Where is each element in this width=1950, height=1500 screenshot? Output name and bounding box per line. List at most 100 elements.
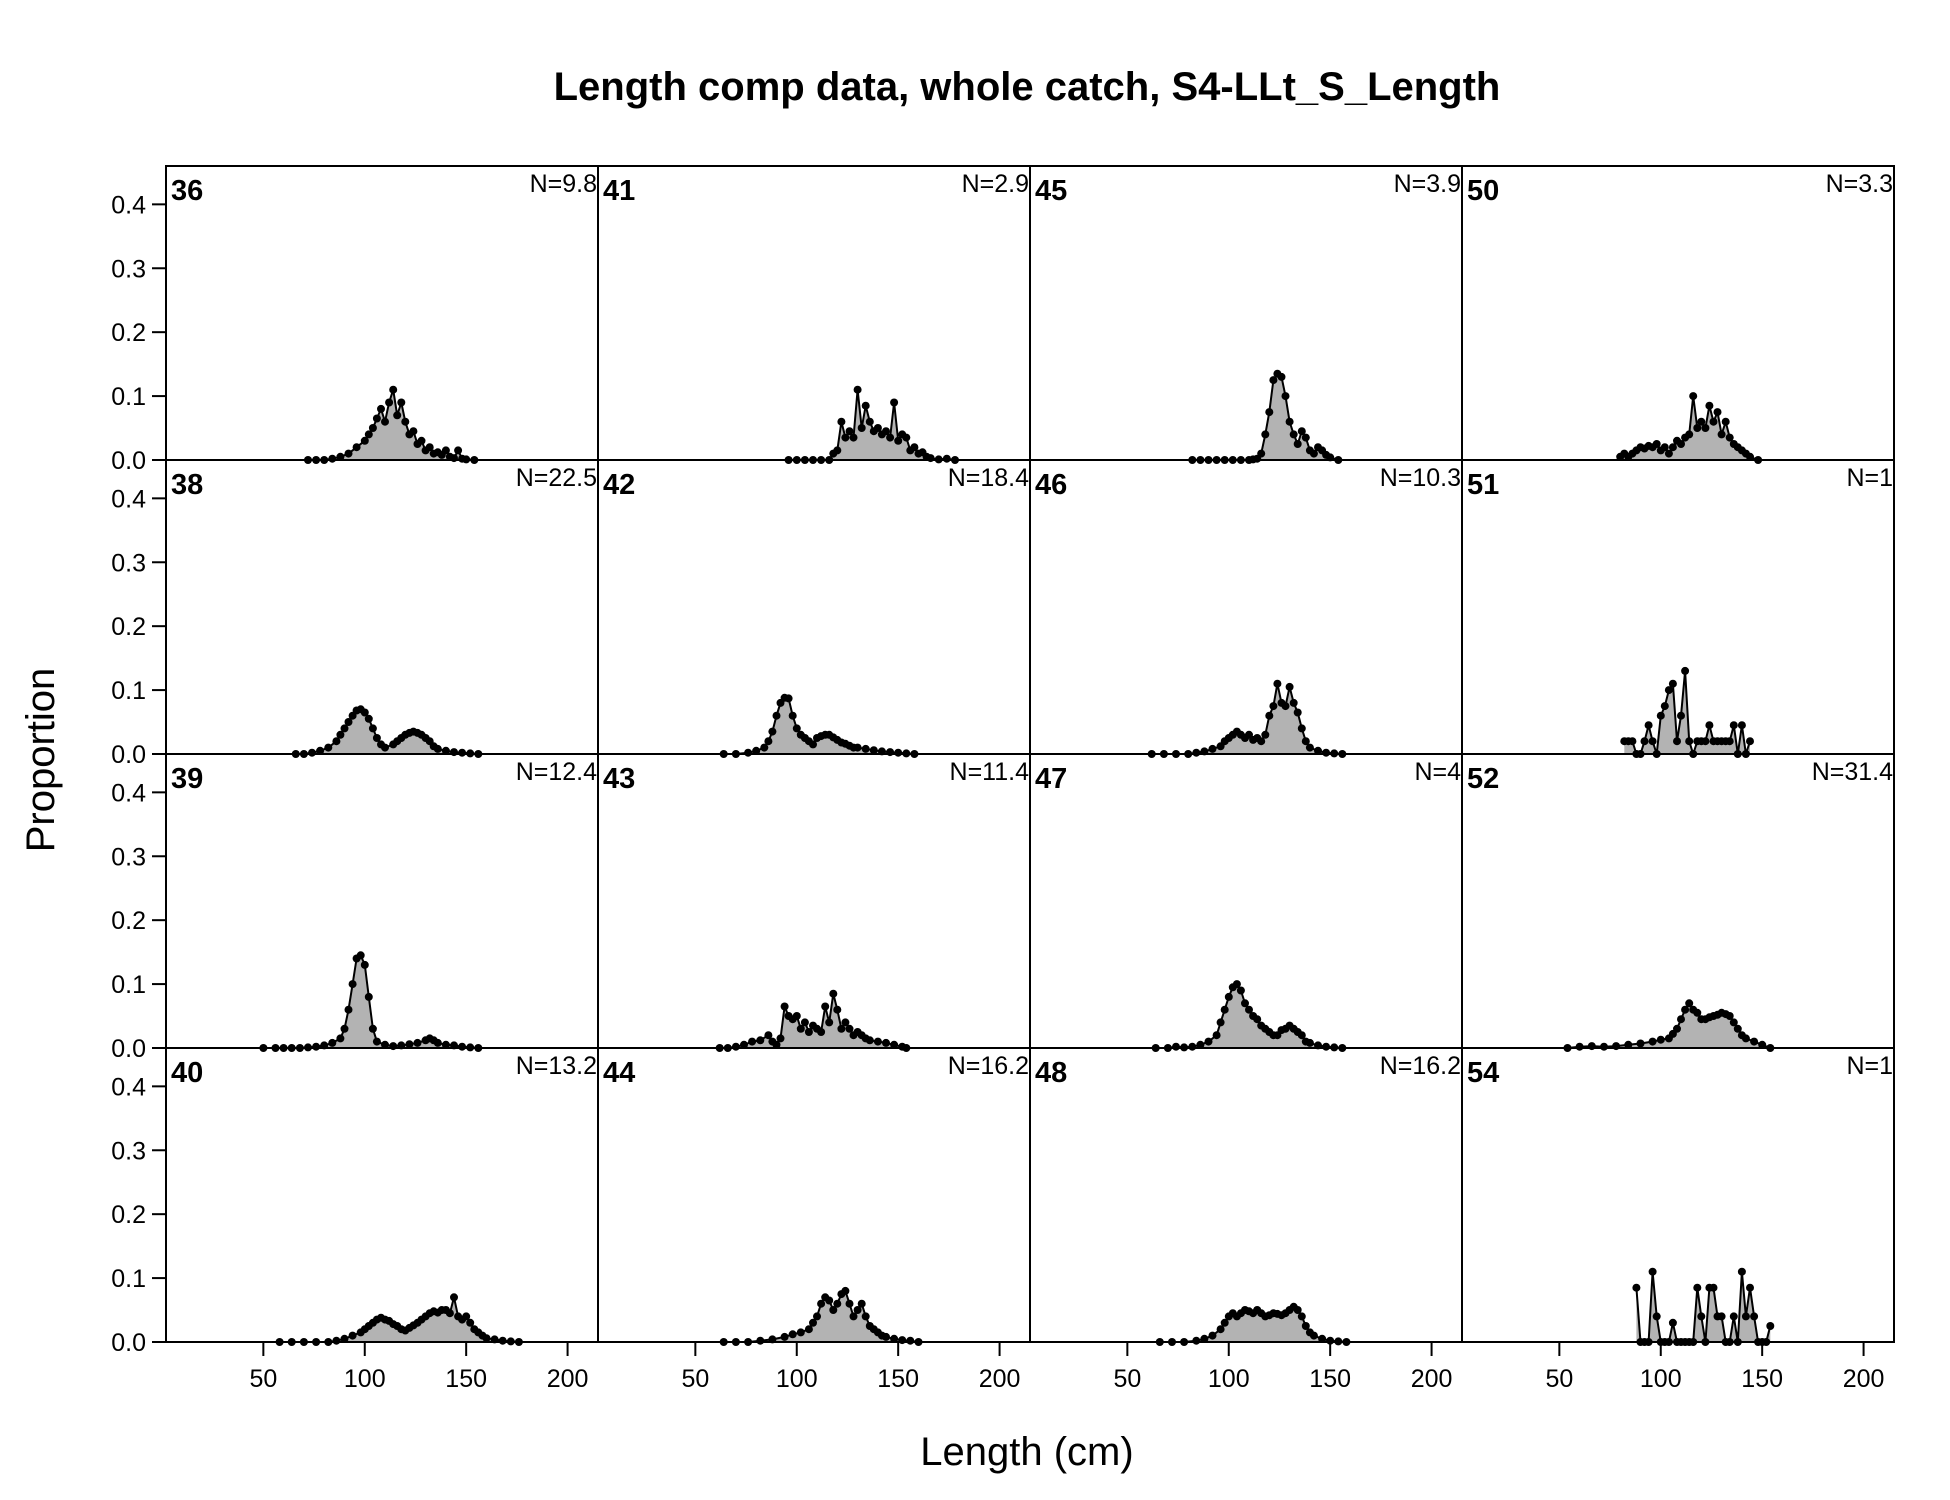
- data-point: [821, 1002, 830, 1011]
- data-point: [1737, 721, 1746, 730]
- data-point: [780, 1002, 789, 1011]
- data-point: [316, 746, 325, 755]
- y-tick-label: 0.0: [111, 741, 146, 769]
- data-point: [865, 1036, 874, 1045]
- data-point: [809, 740, 817, 749]
- data-point: [837, 1024, 846, 1033]
- data-point: [882, 1038, 890, 1047]
- data-point: [1220, 1318, 1229, 1327]
- data-point: [1709, 1283, 1718, 1292]
- data-point: [1204, 1037, 1213, 1046]
- data-point: [364, 714, 373, 723]
- data-point: [458, 1042, 467, 1051]
- data-point: [1277, 372, 1286, 381]
- area-fill: [295, 709, 479, 754]
- panel-frame: [165, 1047, 599, 1343]
- data-point: [405, 1040, 414, 1049]
- sample-size-label: N=4: [1414, 758, 1461, 786]
- data-point: [841, 1018, 850, 1027]
- data-point: [1293, 708, 1302, 717]
- data-point: [1705, 401, 1714, 410]
- data-point: [1717, 1312, 1726, 1321]
- panel-label: 44: [603, 1057, 635, 1089]
- data-point: [1297, 724, 1306, 733]
- y-tick-label: 0.4: [111, 191, 146, 219]
- data-point: [1640, 737, 1649, 746]
- area-fill: [1620, 396, 1759, 460]
- data-point: [409, 427, 418, 436]
- panel-grid: 36 N=9.8 0.0 0.1 0.2 0.3 0.4 38 N=22.5 0.0 0.1 0.2 0…: [111, 165, 1895, 1393]
- y-tick-label: 0.0: [111, 1329, 146, 1357]
- panel-frame: [1029, 1047, 1463, 1343]
- sample-size-label: N=13.2: [516, 1052, 597, 1080]
- panel-frame: [1461, 753, 1895, 1049]
- data-point: [780, 1332, 789, 1341]
- area-fill: [723, 1290, 919, 1342]
- x-tick-label: 200: [1411, 1365, 1453, 1393]
- data-point: [1729, 1312, 1738, 1321]
- data-point: [788, 1330, 797, 1339]
- data-point: [381, 743, 389, 752]
- y-tick-label: 0.0: [111, 447, 146, 475]
- data-point: [1265, 711, 1274, 720]
- data-point: [740, 1040, 748, 1049]
- x-tick-label: 50: [1113, 1365, 1141, 1393]
- data-point: [482, 1334, 491, 1343]
- x-tick-label: 100: [1208, 1365, 1250, 1393]
- data-point: [441, 446, 450, 455]
- data-point: [1281, 392, 1290, 401]
- data-point: [1273, 679, 1282, 688]
- panel-47: 47 N=4: [1029, 753, 1463, 1052]
- data-point: [873, 424, 882, 432]
- data-point: [1322, 748, 1331, 757]
- x-tick-label: 200: [979, 1365, 1021, 1393]
- data-point: [1725, 433, 1734, 442]
- data-point: [1261, 430, 1270, 439]
- y-tick-label: 0.2: [111, 613, 146, 641]
- data-point: [1220, 1005, 1229, 1014]
- area-fill: [788, 389, 955, 460]
- data-point: [1717, 430, 1726, 439]
- data-point: [825, 1296, 834, 1305]
- data-point: [1685, 737, 1694, 746]
- data-point: [833, 1299, 842, 1308]
- x-tick-label: 50: [681, 1365, 709, 1393]
- y-tick-label: 0.1: [111, 677, 146, 705]
- data-point: [332, 1336, 341, 1345]
- data-point: [792, 724, 801, 733]
- area-fill: [279, 1297, 519, 1342]
- data-point: [1681, 1005, 1690, 1014]
- data-point: [1297, 1031, 1306, 1040]
- x-tick-label: 150: [1309, 1365, 1351, 1393]
- panel-label: 38: [171, 469, 203, 501]
- panel-48: 48 N=16.2 50 100 150 200: [1029, 1047, 1463, 1393]
- panel-40: 40 N=13.2 0.0 0.1 0.2 0.3 0.4 50 100 150 200: [111, 1047, 599, 1393]
- data-point: [776, 1034, 785, 1043]
- panel-43: 43 N=11.4: [597, 753, 1031, 1052]
- sample-size-label: N=1: [1846, 1052, 1893, 1080]
- x-tick-label: 150: [445, 1365, 487, 1393]
- area-fill: [723, 697, 915, 754]
- data-point: [1636, 1039, 1645, 1048]
- data-point: [1664, 449, 1673, 458]
- data-point: [336, 452, 345, 461]
- data-point: [853, 1306, 862, 1314]
- y-tick-label: 0.1: [111, 383, 146, 411]
- data-point: [804, 1325, 813, 1334]
- panel-38: 38 N=22.5 0.0 0.1 0.2 0.3 0.4: [111, 459, 599, 769]
- data-point: [1652, 1312, 1661, 1321]
- data-point: [1285, 682, 1294, 691]
- data-point: [336, 730, 345, 739]
- data-point: [1746, 452, 1754, 461]
- panel-label: 43: [603, 763, 635, 795]
- area-fill: [308, 389, 475, 460]
- data-point: [385, 398, 394, 407]
- data-point: [772, 1040, 781, 1049]
- data-point: [1758, 1040, 1767, 1049]
- panel-label: 39: [171, 763, 203, 795]
- data-point: [441, 746, 450, 755]
- panel-41: 41 N=2.9: [597, 165, 1031, 464]
- data-point: [360, 960, 369, 969]
- data-point: [784, 694, 793, 703]
- series-line: [1635, 1271, 1772, 1343]
